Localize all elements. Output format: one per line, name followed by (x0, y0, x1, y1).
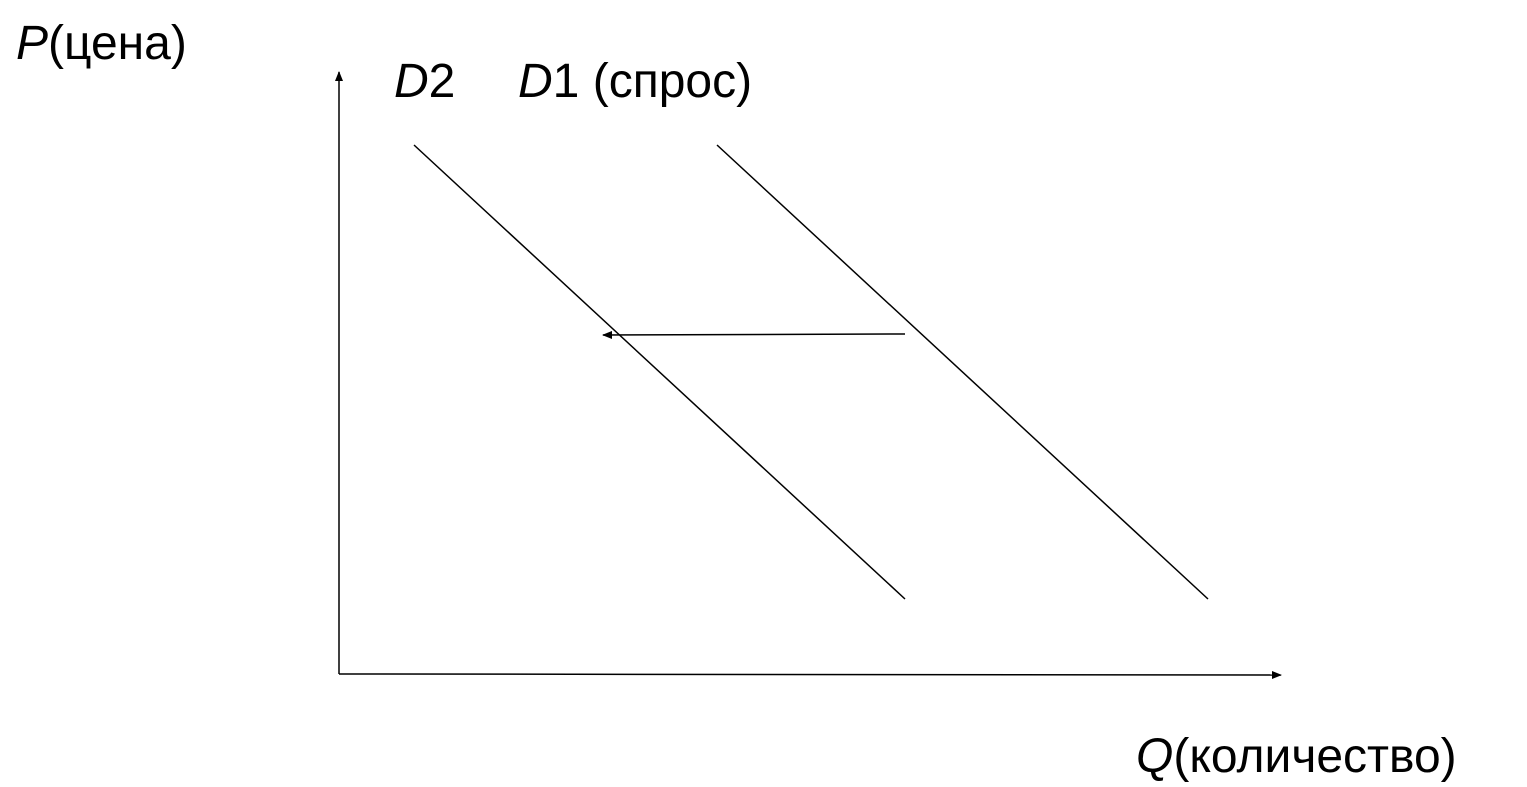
demand-curve-d2 (413, 144, 906, 600)
x-axis (338, 670, 1282, 679)
curve-d1-symbol: D (518, 55, 553, 108)
curve-d2-symbol: D (394, 55, 429, 108)
y-axis-text: (цена) (48, 17, 187, 70)
y-axis-label: P(цена) (16, 20, 187, 68)
y-axis-symbol: P (16, 17, 49, 70)
curve-label-d2: D2 (394, 58, 455, 106)
demand-curve-d1 (716, 144, 1209, 600)
x-axis-label: Q(количество) (1136, 733, 1457, 781)
x-axis-symbol: Q (1136, 730, 1174, 783)
x-axis-text: (количество) (1173, 730, 1457, 783)
curve-label-d1: D1 (спрос) (518, 58, 752, 106)
curve-d1-index: 1 (552, 55, 580, 108)
curve-d2-index: 2 (428, 55, 456, 108)
shift-arrow (602, 330, 906, 339)
curve-d1-text: (спрос) (579, 55, 753, 108)
